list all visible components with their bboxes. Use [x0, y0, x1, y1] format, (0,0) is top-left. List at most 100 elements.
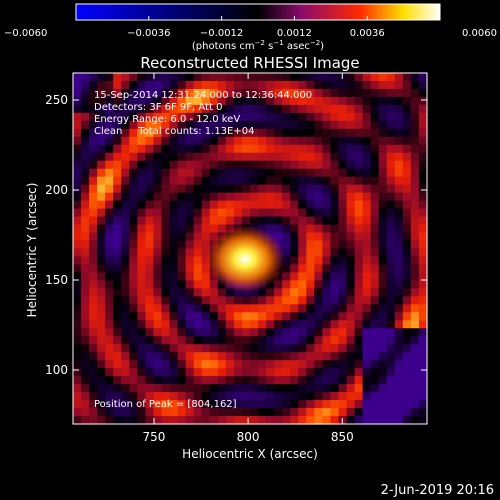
heatmap-cell — [81, 288, 90, 297]
heatmap-cell — [89, 112, 98, 122]
heatmap-cell — [105, 120, 114, 130]
heatmap-cell — [209, 200, 219, 210]
heatmap-cell — [394, 312, 404, 321]
heatmap-cell — [410, 272, 420, 282]
heatmap-cell — [113, 368, 122, 377]
heatmap-cell — [362, 160, 372, 170]
heatmap-cell — [145, 288, 155, 297]
heatmap-cell — [193, 80, 203, 90]
heatmap-cell — [193, 152, 203, 162]
heatmap-cell — [137, 416, 147, 425]
heatmap-cell — [298, 96, 307, 106]
heatmap-cell — [153, 160, 163, 170]
heatmap-cell — [97, 384, 106, 393]
heatmap-cell — [378, 368, 388, 377]
heatmap-cell — [354, 184, 364, 194]
heatmap-cell — [137, 384, 147, 393]
heatmap-cell — [129, 368, 138, 377]
heatmap-cell — [81, 344, 90, 353]
heatmap-cell — [105, 224, 114, 234]
heatmap-cell — [97, 304, 106, 313]
heatmap-cell — [298, 176, 307, 186]
heatmap-cell — [402, 400, 412, 409]
heatmap-cell — [161, 392, 171, 401]
heatmap-cell — [378, 296, 388, 305]
heatmap-cell — [217, 200, 227, 210]
heatmap-cell — [185, 416, 195, 425]
heatmap-cell — [137, 168, 147, 178]
heatmap-cell — [193, 208, 203, 218]
peak-source — [205, 225, 285, 293]
heatmap-cell — [402, 224, 412, 234]
heatmap-cell — [338, 224, 348, 234]
heatmap-cell — [121, 112, 130, 122]
heatmap-cell — [402, 352, 412, 361]
heatmap-cell — [145, 280, 155, 289]
heatmap-cell — [177, 400, 187, 409]
heatmap-cell — [89, 136, 98, 146]
heatmap-cell — [258, 160, 267, 170]
heatmap-cell — [233, 104, 243, 114]
heatmap-cell — [241, 73, 251, 82]
heatmap-cell — [370, 248, 380, 258]
heatmap-cell — [121, 384, 130, 393]
heatmap-cell — [89, 296, 98, 305]
heatmap-cell — [378, 192, 388, 202]
heatmap-cell — [322, 416, 332, 425]
heatmap-cell — [89, 120, 98, 130]
heatmap-cell — [193, 112, 203, 122]
heatmap-cell — [217, 320, 227, 329]
heatmap-cell — [169, 208, 179, 218]
heatmap-cell — [209, 344, 219, 353]
heatmap-cell — [402, 272, 412, 282]
heatmap-cell — [177, 288, 187, 297]
heatmap-cell — [217, 352, 227, 361]
heatmap-cell — [89, 384, 98, 393]
heatmap-cell — [386, 224, 396, 234]
heatmap-cell — [290, 192, 299, 202]
heatmap-cell — [354, 120, 364, 130]
heatmap-cell — [209, 320, 219, 329]
heatmap-cell — [298, 224, 307, 234]
heatmap-cell — [258, 288, 267, 297]
heatmap-cell — [258, 152, 267, 162]
heatmap-cell — [153, 264, 163, 274]
heatmap-cell — [129, 288, 138, 297]
heatmap-cell — [418, 224, 428, 234]
heatmap-cell — [410, 296, 420, 305]
heatmap-cell — [209, 232, 219, 242]
heatmap-cell — [217, 152, 227, 162]
heatmap-cell — [193, 224, 203, 234]
heatmap-cell — [394, 320, 404, 329]
heatmap-cell — [169, 120, 179, 130]
heatmap-cell — [274, 112, 283, 122]
heatmap-cell — [153, 296, 163, 305]
heatmap-cell — [394, 400, 404, 409]
heatmap-cell — [346, 392, 356, 401]
heatmap-cell — [354, 248, 364, 258]
heatmap-cell — [97, 216, 106, 226]
heatmap-cell — [314, 352, 324, 361]
heatmap-cell — [258, 304, 267, 313]
heatmap-cell — [169, 400, 179, 409]
heatmap-cell — [225, 176, 235, 186]
heatmap-cell — [338, 304, 348, 313]
heatmap-cell — [330, 232, 340, 242]
heatmap-cell — [258, 192, 267, 202]
heatmap-cell — [362, 328, 372, 337]
heatmap-cell — [121, 160, 130, 170]
heatmap-cell — [418, 208, 428, 218]
heatmap-cell — [129, 360, 138, 369]
heatmap-cell — [105, 336, 114, 345]
heatmap-cell — [290, 256, 299, 266]
x-tick-label: 850 — [331, 430, 354, 444]
heatmap-cell — [386, 320, 396, 329]
heatmap-cell — [282, 136, 291, 146]
heatmap-cell — [201, 392, 211, 401]
heatmap-cell — [314, 264, 324, 274]
heatmap-cell — [394, 224, 404, 234]
heatmap-cell — [89, 256, 98, 266]
heatmap-cell — [201, 408, 211, 417]
heatmap-cell — [306, 264, 315, 274]
heatmap-cell — [73, 73, 82, 82]
